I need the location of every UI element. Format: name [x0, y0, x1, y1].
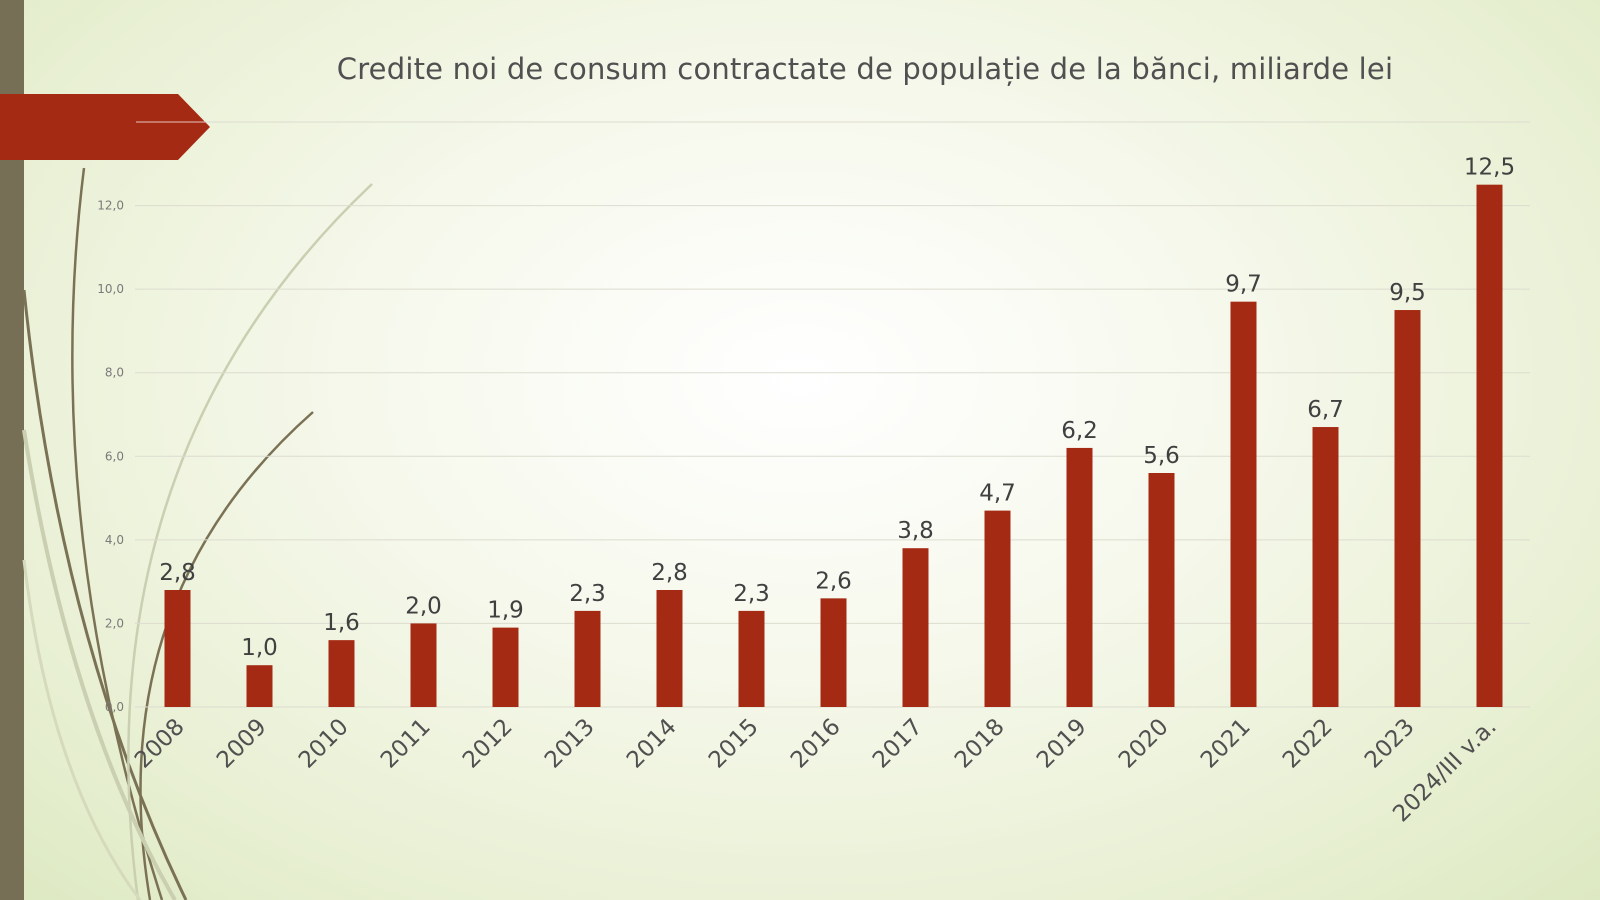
data-label: 5,6	[1143, 443, 1180, 469]
decor-curve	[22, 559, 142, 900]
decorative-curves	[22, 167, 373, 900]
bar-2020	[1148, 473, 1175, 707]
x-tick-label: 2023	[1360, 714, 1420, 774]
bars	[164, 184, 1503, 707]
data-label: 1,9	[487, 598, 524, 624]
y-tick-label: 2,0	[105, 616, 124, 630]
bar-2016	[820, 598, 847, 707]
x-tick-label: 2010	[294, 714, 354, 774]
data-label: 4,7	[979, 481, 1016, 507]
y-tick-label: 10,0	[97, 282, 124, 296]
y-tick-label: 12,0	[97, 199, 124, 213]
bar-2009	[246, 665, 273, 707]
bar-2017	[902, 548, 929, 707]
bar-2012	[492, 627, 519, 707]
x-tick-label: 2013	[540, 714, 600, 774]
data-label: 12,5	[1464, 155, 1515, 181]
x-tick-label: 2009	[212, 714, 272, 774]
x-tick-label: 2012	[458, 714, 518, 774]
bar-2024/III v.a.	[1476, 184, 1503, 707]
bar-2022	[1312, 427, 1339, 707]
bar-2008	[164, 590, 191, 707]
arrow-shape	[0, 94, 210, 160]
bar-2011	[410, 623, 437, 707]
bar-2019	[1066, 447, 1093, 707]
data-label: 2,0	[405, 593, 442, 619]
y-tick-label: 8,0	[105, 366, 124, 380]
data-label: 9,5	[1389, 280, 1426, 306]
data-label: 2,3	[569, 581, 606, 607]
x-tick-label: 2015	[704, 714, 764, 774]
y-tick-label: 4,0	[105, 533, 124, 547]
arrow-banner	[0, 94, 210, 160]
data-label: 1,0	[241, 635, 278, 661]
x-tick-label: 2022	[1278, 714, 1338, 774]
data-label: 2,6	[815, 568, 852, 594]
x-tick-label: 2011	[376, 714, 436, 774]
x-tick-label: 2021	[1196, 714, 1256, 774]
gridlines	[135, 121, 1530, 708]
bar-2018	[984, 510, 1011, 707]
x-tick-label: 2016	[786, 714, 846, 774]
bar-2023	[1394, 310, 1421, 707]
bar-2014	[656, 590, 683, 707]
data-label: 1,6	[323, 610, 360, 636]
chart-title: Credite noi de consum contractate de pop…	[336, 52, 1394, 86]
y-tick-label: 6,0	[105, 449, 124, 463]
x-tick-label: 2018	[950, 714, 1010, 774]
decor-curve	[22, 289, 188, 900]
x-tick-label: 2020	[1114, 714, 1174, 774]
x-tick-label: 2014	[622, 714, 682, 774]
data-labels: 2,8 1,0 1,6 2,0 1,9 2,3 2,8 2,3 2,6 3,8 4,7 6,2 5,6 9…	[159, 155, 1515, 662]
decor-curve	[127, 183, 373, 900]
data-label: 3,8	[897, 518, 934, 544]
decor-curve	[22, 429, 177, 900]
bar-2015	[738, 610, 765, 707]
data-label: 2,3	[733, 581, 770, 607]
x-tick-label: 2017	[868, 714, 928, 774]
data-label: 2,8	[651, 560, 688, 586]
y-axis-ticks: 0,02,04,06,08,010,012,014,0	[97, 115, 124, 714]
x-axis-labels: 2008 2009 2010 2011 2012 2013 2014 2015 2016 2017…	[130, 714, 1502, 827]
bar-2013	[574, 610, 601, 707]
bar-2010	[328, 640, 355, 707]
bar-2021	[1230, 301, 1257, 707]
data-label: 2,8	[159, 560, 196, 586]
data-label: 9,7	[1225, 272, 1262, 298]
data-label: 6,2	[1061, 418, 1098, 444]
x-tick-label: 2019	[1032, 714, 1092, 774]
y-tick-label: 0,0	[105, 700, 124, 714]
data-label: 6,7	[1307, 397, 1344, 423]
x-tick-label: 2008	[130, 714, 190, 774]
decor-curve	[71, 167, 164, 900]
